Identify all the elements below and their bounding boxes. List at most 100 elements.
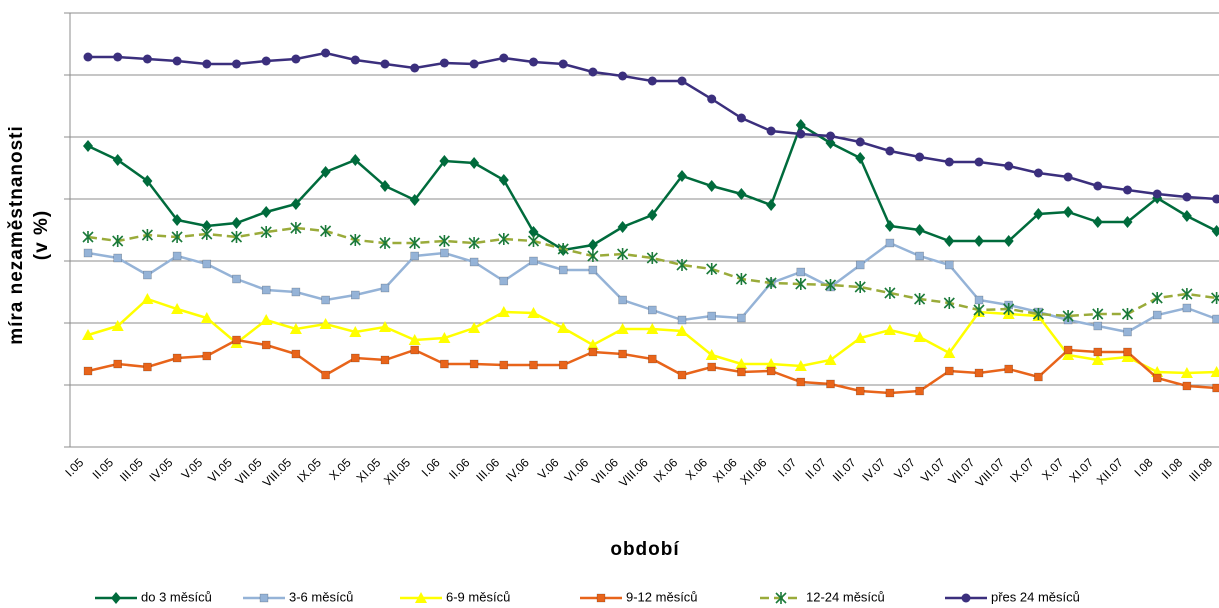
series-line — [87, 123, 1218, 252]
data-point — [409, 194, 420, 206]
legend-marker — [596, 593, 606, 603]
data-point — [112, 154, 123, 166]
data-point — [1092, 216, 1103, 228]
x-tick-label: I.08 — [1132, 455, 1156, 479]
data-point — [705, 349, 718, 360]
data-point — [1181, 210, 1192, 222]
legend-label: 6-9 měsíců — [446, 589, 510, 604]
x-tick-label: X.06 — [683, 455, 711, 483]
data-point — [737, 313, 746, 323]
data-point — [171, 303, 184, 314]
data-point — [558, 59, 568, 69]
data-point — [736, 188, 747, 200]
data-point — [1181, 288, 1193, 300]
data-point — [440, 248, 449, 258]
data-point — [884, 220, 895, 232]
data-point — [914, 293, 926, 305]
legend-item: 9-12 měsíců — [580, 589, 698, 604]
data-point — [171, 231, 183, 243]
x-tick-label: I.06 — [419, 455, 443, 479]
data-point — [735, 358, 748, 369]
data-point — [677, 370, 687, 380]
x-tick-label: IV.05 — [147, 455, 176, 484]
data-point — [677, 76, 687, 86]
data-point — [1151, 292, 1163, 304]
data-point — [410, 251, 419, 261]
data-point — [142, 54, 152, 64]
legend-marker — [415, 592, 427, 603]
data-point — [113, 52, 123, 62]
y-axis-title: míra nezaměstnanosti — [6, 125, 27, 345]
data-point — [676, 259, 688, 271]
data-point — [349, 234, 361, 246]
data-point — [588, 265, 598, 275]
x-tick-label: III.08 — [1186, 455, 1215, 484]
legend-item: do 3 měsíců — [95, 589, 212, 604]
data-point — [468, 237, 480, 249]
data-point — [706, 263, 718, 275]
data-point — [83, 140, 93, 152]
data-point — [974, 368, 984, 378]
data-point — [1152, 373, 1162, 383]
data-point — [172, 353, 182, 363]
data-point — [200, 312, 213, 323]
data-point — [677, 170, 687, 182]
data-point — [410, 63, 420, 73]
data-point — [320, 225, 332, 237]
data-point — [884, 287, 896, 299]
data-point — [1182, 303, 1192, 313]
data-point — [439, 58, 449, 68]
data-point — [1180, 367, 1193, 378]
data-point — [1122, 216, 1133, 228]
data-point — [885, 146, 895, 156]
data-point — [350, 154, 361, 166]
data-point — [854, 281, 866, 293]
legend-label: 12-24 měsíců — [806, 589, 885, 604]
data-point — [1093, 347, 1103, 357]
data-point — [499, 360, 509, 370]
data-point — [290, 222, 302, 234]
data-point — [1092, 308, 1104, 320]
data-point — [588, 67, 598, 77]
data-point — [855, 386, 865, 396]
legend-item: 6-9 měsíců — [400, 589, 510, 604]
x-tick-label: XII.07 — [1094, 455, 1126, 487]
data-point — [914, 224, 925, 236]
data-point — [1034, 372, 1043, 382]
data-point — [1003, 235, 1014, 247]
data-point — [706, 180, 717, 192]
data-point — [737, 367, 746, 377]
data-point — [380, 59, 390, 69]
data-point — [350, 55, 360, 65]
data-point — [1212, 314, 1219, 324]
data-point — [558, 360, 568, 370]
data-point — [646, 252, 658, 264]
data-point — [83, 248, 93, 258]
data-point — [82, 231, 94, 243]
x-tick-label: V.06 — [535, 455, 562, 482]
x-tick-label: XII.06 — [737, 455, 769, 487]
data-point — [321, 295, 330, 305]
data-point — [945, 366, 954, 376]
data-point — [469, 257, 479, 267]
data-point — [1032, 308, 1044, 320]
data-point — [944, 157, 954, 167]
x-axis-title: období — [610, 539, 679, 560]
x-tick-label: III.06 — [473, 455, 502, 484]
x-tick-label: III.05 — [117, 455, 146, 484]
data-point — [172, 56, 182, 66]
data-point — [469, 59, 479, 69]
data-point — [1004, 364, 1013, 374]
data-point — [143, 362, 152, 372]
data-point — [261, 206, 272, 218]
data-point — [826, 379, 835, 389]
data-point — [974, 235, 984, 247]
data-point — [825, 137, 836, 149]
data-point — [1121, 308, 1134, 320]
data-point — [1063, 206, 1074, 218]
data-point — [974, 157, 984, 167]
data-point — [735, 273, 747, 285]
data-point — [529, 256, 538, 266]
data-point — [647, 209, 658, 221]
x-tick-label: V.07 — [891, 455, 918, 482]
